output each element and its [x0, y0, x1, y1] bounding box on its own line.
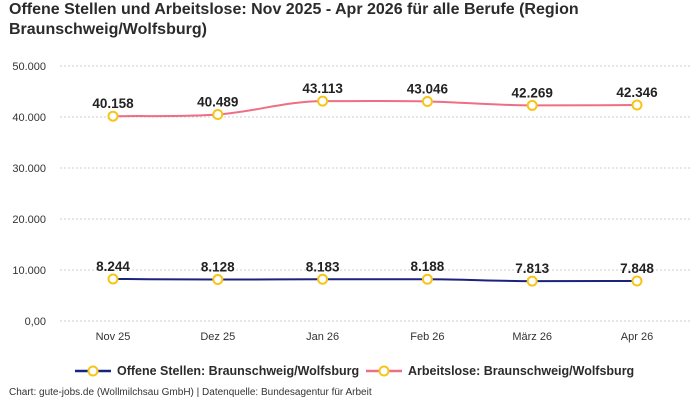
series-line [112, 277, 638, 283]
data-point[interactable] [631, 275, 643, 287]
series-lines [112, 100, 638, 283]
legend-swatch-arbeitslose [366, 365, 402, 377]
data-label: 7.848 [620, 261, 654, 276]
y-tick-label: 10.000 [12, 265, 46, 277]
line-chart: 0,00 10.000 20.000 30.000 40.000 50.000 Nov 2… [12, 61, 690, 343]
chart-title: Offene Stellen und Arbeitslose: Nov 2025… [9, 1, 579, 38]
data-label: 8.183 [306, 259, 340, 274]
data-point[interactable] [526, 275, 538, 287]
legend-label-offene-stellen: Offene Stellen: Braunschweig/Wolfsburg [117, 364, 360, 378]
data-point[interactable] [317, 273, 329, 285]
y-tick-label: 0,00 [25, 316, 46, 328]
data-point[interactable] [212, 274, 224, 286]
x-tick-label: Jan 26 [306, 331, 339, 343]
y-tick-label: 30.000 [12, 163, 46, 175]
data-point[interactable] [526, 99, 538, 111]
x-tick-label: Feb 26 [410, 331, 444, 343]
data-labels: 8.244 8.128 8.183 8.188 7.813 7.848 40.158 40.4… [92, 81, 658, 276]
x-tick-label: März 26 [512, 331, 552, 343]
data-point[interactable] [421, 273, 433, 285]
data-point[interactable] [212, 109, 224, 121]
x-tick-label: Dez 25 [200, 331, 235, 343]
legend-item-offene-stellen[interactable]: Offene Stellen: Braunschweig/Wolfsburg [75, 361, 359, 381]
legend-label-arbeitslose: Arbeitslose: Braunschweig/Wolfsburg [408, 364, 635, 378]
data-label: 7.813 [515, 261, 549, 276]
data-point[interactable] [317, 95, 329, 107]
legend-swatch-offene-stellen [75, 365, 111, 377]
data-label: 40.489 [197, 95, 238, 110]
data-point[interactable] [421, 95, 433, 107]
source-footer: Chart: gute-jobs.de (Wollmilchsau GmbH) … [9, 387, 372, 398]
data-label: 42.346 [616, 85, 658, 100]
data-point[interactable] [631, 99, 643, 111]
x-tick-label: Apr 26 [621, 331, 653, 343]
y-tick-label: 40.000 [12, 112, 46, 124]
x-tick-label: Nov 25 [96, 331, 131, 343]
legend-item-arbeitslose[interactable]: Arbeitslose: Braunschweig/Wolfsburg [366, 361, 634, 381]
data-label: 8.188 [411, 259, 445, 274]
data-label: 8.244 [96, 259, 130, 274]
data-label: 42.269 [512, 85, 553, 100]
data-point[interactable] [107, 273, 119, 285]
data-label: 43.046 [407, 81, 449, 96]
data-label: 8.128 [201, 260, 235, 275]
y-tick-label: 50.000 [12, 61, 46, 73]
series-markers [107, 95, 643, 287]
data-point[interactable] [107, 110, 119, 122]
x-axis-ticks: Nov 25 Dez 25 Jan 26 Feb 26 März 26 Apr 26 [96, 331, 654, 343]
y-tick-label: 20.000 [12, 214, 46, 226]
y-axis-ticks: 0,00 10.000 20.000 30.000 40.000 50.000 [12, 61, 46, 328]
data-label: 40.158 [92, 96, 134, 111]
data-label: 43.113 [302, 81, 343, 96]
series-line [112, 100, 638, 118]
legend: Offene Stellen: Braunschweig/Wolfsburg A… [0, 361, 700, 381]
